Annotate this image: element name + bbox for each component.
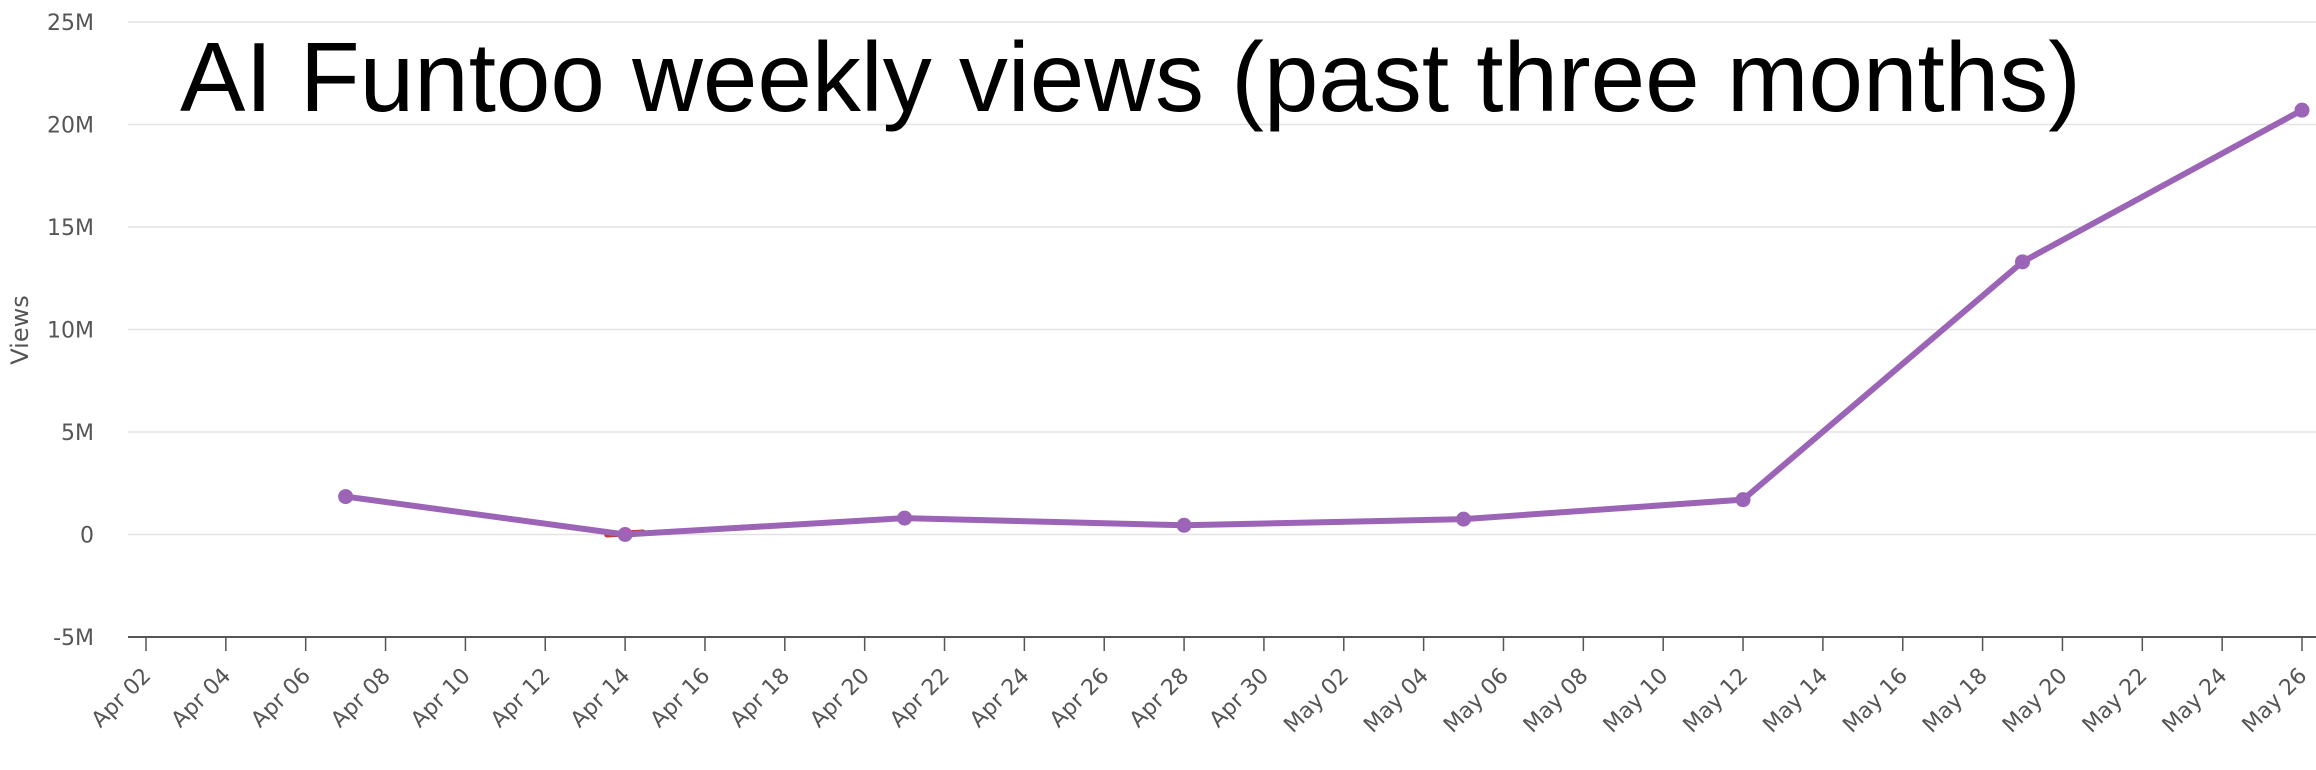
x-tick-label: Apr 08 [326, 664, 395, 733]
data-point [617, 527, 633, 542]
x-tick-label: Apr 20 [806, 664, 875, 733]
x-tick-label: Apr 16 [646, 664, 715, 733]
data-point [1456, 511, 1472, 527]
x-tick-label: Apr 02 [87, 664, 156, 733]
data-point [2015, 254, 2031, 270]
x-tick-label: Apr 24 [965, 664, 1034, 733]
data-point [897, 510, 913, 526]
x-tick-label: Apr 30 [1205, 664, 1274, 733]
data-point [1176, 517, 1192, 533]
x-tick-label: Apr 04 [167, 664, 236, 733]
x-tick-label: Apr 22 [885, 664, 954, 733]
x-tick-label: May 10 [1599, 664, 1674, 739]
x-tick-label: May 22 [2078, 664, 2153, 739]
x-tick-label: May 20 [1998, 664, 2073, 739]
x-tick-label: Apr 12 [486, 664, 555, 733]
x-tick-label: May 06 [1439, 664, 1514, 739]
x-tick-label: Apr 28 [1125, 664, 1194, 733]
x-tick-label: May 16 [1838, 664, 1913, 739]
x-tick-label: May 02 [1279, 664, 1354, 739]
data-point [1735, 492, 1751, 508]
y-tick-label: -5M [53, 626, 94, 651]
x-tick-label: Apr 14 [566, 664, 635, 733]
chart-title: AI Funtoo weekly views (past three month… [180, 22, 2081, 132]
y-tick-label: 0 [80, 524, 94, 549]
y-tick-label: 20M [47, 114, 94, 139]
x-tick-label: May 04 [1359, 664, 1434, 739]
x-tick-label: May 24 [2158, 664, 2233, 739]
x-tick-label: May 08 [1519, 664, 1594, 739]
x-tick-label: Apr 10 [406, 664, 475, 733]
x-tick-label: May 18 [1918, 664, 1993, 739]
x-tick-label: Apr 26 [1045, 664, 1114, 733]
data-point [338, 489, 354, 505]
y-tick-label: 5M [61, 421, 94, 446]
data-point [2294, 102, 2310, 118]
y-tick-label: 25M [47, 11, 94, 36]
y-tick-label: 15M [47, 216, 94, 241]
x-tick-label: May 26 [2238, 664, 2313, 739]
series-line [342, 107, 2305, 538]
x-tick-label: Apr 18 [726, 664, 795, 733]
x-tick-label: Apr 06 [247, 664, 316, 733]
x-tick-label: May 12 [1679, 664, 1754, 739]
y-tick-label: 10M [47, 319, 94, 344]
x-tick-label: May 14 [1759, 664, 1834, 739]
y-axis-title: Views [6, 295, 34, 364]
